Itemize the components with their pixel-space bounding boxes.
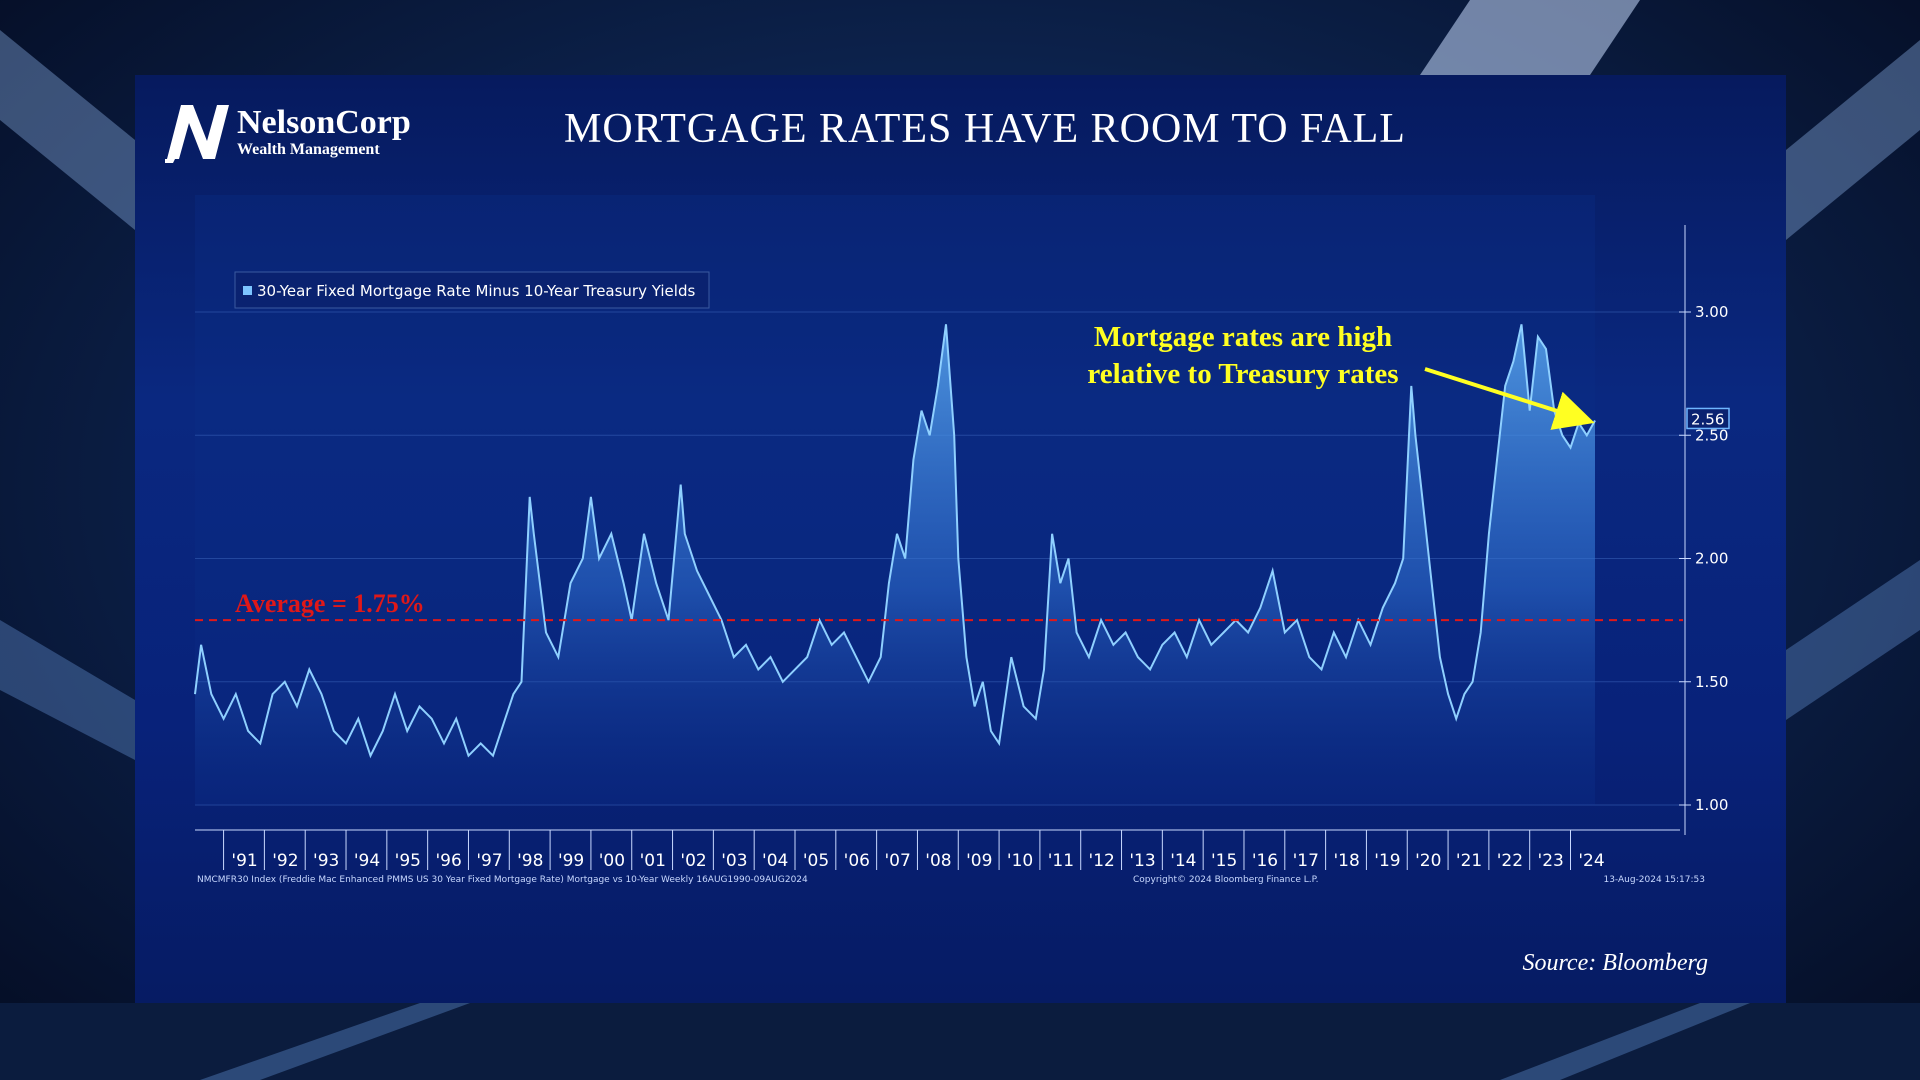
x-tick-label: '01 bbox=[640, 851, 666, 871]
x-tick-label: '12 bbox=[1089, 851, 1115, 871]
backdrop-light-beam bbox=[1420, 0, 1640, 75]
x-tick-label: '97 bbox=[476, 851, 502, 871]
spread-chart: 1.00 1.50 2.00 2.50 3.00 Average = 1.75% 30-… bbox=[194, 195, 1730, 885]
annotation: Mortgage rates are high relative to Trea… bbox=[1087, 321, 1595, 430]
y-tick-label: 1.50 bbox=[1695, 673, 1728, 691]
last-value-box bbox=[1686, 407, 1730, 430]
backdrop-light-beam bbox=[1500, 1003, 1750, 1080]
x-tick-label: '02 bbox=[680, 851, 706, 871]
x-tick-label: '08 bbox=[925, 851, 951, 871]
y-tick-label: 1.00 bbox=[1695, 796, 1728, 814]
x-tick-label: '13 bbox=[1129, 851, 1155, 871]
x-tick-label: '98 bbox=[517, 851, 543, 871]
x-tick-label: '96 bbox=[435, 851, 461, 871]
series-line bbox=[194, 324, 1596, 759]
slide-title: MORTGAGE RATES HAVE ROOM TO FALL bbox=[564, 106, 1406, 152]
x-tick-label: '18 bbox=[1333, 851, 1359, 871]
x-tick-label: '92 bbox=[272, 851, 298, 871]
y-axis: 1.00 1.50 2.00 2.50 3.00 bbox=[1679, 225, 1728, 835]
x-tick-label: '15 bbox=[1211, 851, 1237, 871]
legend-swatch bbox=[243, 286, 252, 295]
legend-label: 30-Year Fixed Mortgage Rate Minus 10-Yea… bbox=[257, 282, 695, 300]
last-value-label: 2.56 bbox=[1691, 410, 1724, 428]
x-tick-label: '94 bbox=[354, 851, 380, 871]
x-tick-label: '93 bbox=[313, 851, 339, 871]
footer-index-description: NMCMFR30 Index (Freddie Mac Enhanced PMM… bbox=[197, 875, 808, 885]
y-tick-label: 2.00 bbox=[1695, 550, 1728, 568]
x-tick-label: '24 bbox=[1578, 851, 1604, 871]
y-tick-label: 3.00 bbox=[1695, 303, 1728, 321]
company-logo: NelsonCorp Wealth Management bbox=[165, 97, 425, 167]
source-note: Source: Bloomberg bbox=[1522, 950, 1708, 976]
series-area bbox=[195, 324, 1595, 805]
x-tick-label: '95 bbox=[395, 851, 421, 871]
x-tick-label: '91 bbox=[231, 851, 257, 871]
footer-copyright: Copyright© 2024 Bloomberg Finance L.P. bbox=[1133, 875, 1318, 885]
x-tick-label: '06 bbox=[844, 851, 870, 871]
legend-box bbox=[234, 271, 710, 309]
x-tick-label: '10 bbox=[1007, 851, 1033, 871]
logo-name: NelsonCorp bbox=[237, 104, 411, 141]
backdrop-light-beam bbox=[200, 1003, 470, 1080]
x-tick-label: '16 bbox=[1252, 851, 1278, 871]
logo-subtitle: Wealth Management bbox=[237, 141, 380, 158]
backdrop-light-beam bbox=[1786, 560, 1920, 720]
annotation-line-2: relative to Treasury rates bbox=[1087, 358, 1398, 390]
x-axis: '91 '92 '93 '94 '95 '96 '97 '98 '99 '00 '01 '02 '03 '… bbox=[195, 829, 1680, 871]
x-tick-label: '04 bbox=[762, 851, 788, 871]
last-value-badge: 2.56 bbox=[1686, 407, 1730, 430]
x-tick-label: '99 bbox=[558, 851, 584, 871]
backdrop-light-beam bbox=[0, 30, 135, 230]
x-tick-label: '07 bbox=[884, 851, 910, 871]
x-tick-label: '17 bbox=[1293, 851, 1319, 871]
chart-slide: NelsonCorp Wealth Management MORTGAGE RA… bbox=[135, 75, 1786, 1003]
x-tick-label: '11 bbox=[1048, 851, 1074, 871]
x-tick-label: '00 bbox=[599, 851, 625, 871]
stage-floor bbox=[0, 1003, 1920, 1080]
y-tick-label: 2.50 bbox=[1695, 426, 1728, 444]
x-tick-label: '09 bbox=[966, 851, 992, 871]
nelsoncorp-n-logo-icon bbox=[165, 105, 229, 163]
x-tick-label: '03 bbox=[721, 851, 747, 871]
annotation-arrow bbox=[1424, 367, 1595, 430]
x-tick-label: '20 bbox=[1415, 851, 1441, 871]
backdrop-light-beam bbox=[0, 620, 135, 760]
backdrop-light-beam bbox=[1786, 40, 1920, 240]
x-tick-label: '05 bbox=[803, 851, 829, 871]
x-tick-label: '19 bbox=[1374, 851, 1400, 871]
footer-timestamp: 13-Aug-2024 15:17:53 bbox=[1603, 875, 1705, 885]
legend: 30-Year Fixed Mortgage Rate Minus 10-Yea… bbox=[234, 271, 710, 309]
average-label: Average = 1.75% bbox=[235, 589, 425, 618]
x-tick-label: '22 bbox=[1497, 851, 1523, 871]
annotation-line-1: Mortgage rates are high bbox=[1094, 321, 1392, 353]
x-tick-label: '23 bbox=[1538, 851, 1564, 871]
x-tick-label: '14 bbox=[1170, 851, 1196, 871]
x-tick-label: '21 bbox=[1456, 851, 1482, 871]
